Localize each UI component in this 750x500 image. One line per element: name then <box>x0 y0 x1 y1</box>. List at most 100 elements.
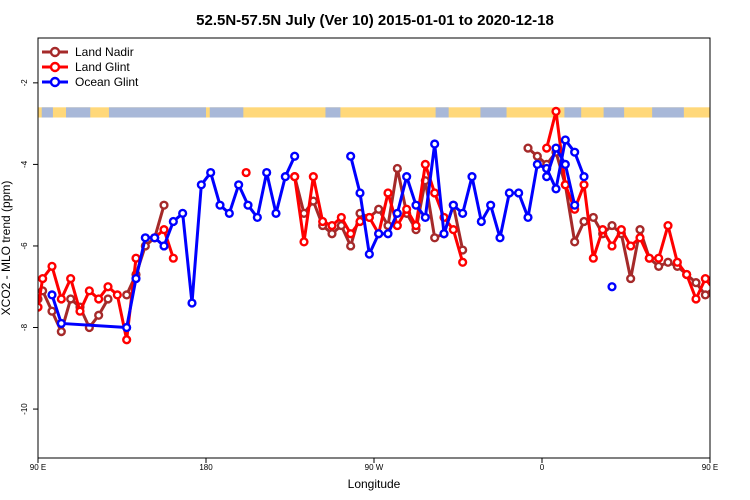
data-point-ocean-glint <box>486 200 496 210</box>
data-point-land-nadir <box>94 310 104 320</box>
data-point-land-glint <box>131 253 141 263</box>
data-point-land-glint <box>663 220 673 231</box>
data-point-ocean-glint <box>196 180 206 190</box>
data-point-land-glint <box>402 204 412 214</box>
data-point-ocean-glint <box>560 135 570 145</box>
y-tick-label: -2 <box>20 79 29 87</box>
ocean-band-segment <box>108 107 206 118</box>
data-point-ocean-glint <box>234 180 244 190</box>
ocean-band-segment <box>325 107 341 118</box>
legend-label: Land Glint <box>75 60 130 74</box>
data-point-land-glint <box>691 294 701 304</box>
legend-label: Ocean Glint <box>75 75 139 89</box>
data-point-ocean-glint <box>364 249 374 259</box>
data-point-ocean-glint <box>243 200 253 210</box>
series-layer <box>38 106 746 345</box>
data-point-ocean-glint <box>514 188 524 198</box>
legend-marker <box>49 46 61 58</box>
series-line-land-glint <box>545 109 710 301</box>
y-axis-label: XCO2 - MLO trend (ppm) <box>0 181 13 316</box>
data-point-land-glint <box>318 216 328 227</box>
data-point-land-glint <box>103 282 113 292</box>
data-point-ocean-glint <box>467 172 477 182</box>
data-point-land-glint <box>383 188 393 198</box>
data-point-land-glint <box>392 220 402 231</box>
data-point-ocean-glint <box>206 167 216 178</box>
data-point-land-glint <box>458 257 468 267</box>
data-point-ocean-glint <box>383 229 393 239</box>
data-point-ocean-glint <box>178 208 188 218</box>
ocean-band-segment <box>603 107 625 118</box>
data-point-land-glint <box>420 159 430 170</box>
data-point-ocean-glint <box>607 282 617 292</box>
data-point-ocean-glint <box>271 208 281 218</box>
data-point-land-nadir <box>66 294 76 304</box>
data-point-land-nadir <box>103 294 113 304</box>
data-point-land-glint <box>364 212 374 223</box>
chart-title: 52.5N-57.5N July (Ver 10) 2015-01-01 to … <box>196 12 554 29</box>
data-point-land-glint <box>739 308 746 315</box>
data-point-ocean-glint <box>420 212 430 223</box>
data-point-land-glint <box>112 290 122 300</box>
data-point-ocean-glint <box>495 233 505 243</box>
land-band <box>38 107 710 118</box>
legend-item-land-nadir: Land Nadir <box>42 45 134 59</box>
data-point-ocean-glint <box>458 208 468 218</box>
data-point-land-glint <box>327 220 337 231</box>
data-point-land-nadir <box>122 290 132 300</box>
legend-item-land-glint: Land Glint <box>42 60 130 74</box>
data-point-land-glint <box>56 294 66 304</box>
data-point-land-nadir <box>346 241 356 251</box>
data-point-ocean-glint <box>430 139 440 149</box>
data-point-land-glint <box>122 335 132 345</box>
data-point-land-glint <box>607 241 617 251</box>
data-point-land-glint <box>94 294 104 304</box>
y-tick-label: -4 <box>20 160 29 168</box>
data-point-ocean-glint <box>411 200 421 210</box>
ocean-band-segment <box>652 107 684 118</box>
data-point-ocean-glint <box>140 233 150 243</box>
data-point-ocean-glint <box>551 143 561 153</box>
data-point-land-glint <box>38 302 43 312</box>
data-point-ocean-glint <box>159 241 169 251</box>
data-point-land-nadir <box>691 278 701 288</box>
data-point-land-glint <box>560 180 570 190</box>
data-point-ocean-glint <box>290 151 300 161</box>
data-point-land-nadir <box>663 257 673 267</box>
data-point-land-nadir <box>430 233 440 243</box>
data-point-land-glint <box>672 257 682 267</box>
data-point-land-glint <box>542 143 552 153</box>
data-point-land-glint <box>75 306 85 316</box>
data-point-ocean-glint <box>542 172 552 182</box>
data-point-land-nadir <box>159 200 169 210</box>
data-point-ocean-glint <box>187 298 197 308</box>
data-point-land-glint <box>299 237 309 247</box>
x-tick-label: 90 E <box>30 463 46 472</box>
data-point-land-glint <box>644 253 654 263</box>
ocean-band-segment <box>66 107 91 118</box>
data-point-ocean-glint <box>215 200 225 210</box>
data-point-land-glint <box>700 273 710 284</box>
data-point-land-glint <box>336 212 346 223</box>
data-point-ocean-glint <box>504 188 514 198</box>
data-point-ocean-glint <box>476 216 486 227</box>
data-point-land-nadir <box>635 225 645 235</box>
data-point-land-nadir <box>47 306 57 316</box>
data-point-land-glint <box>241 167 251 178</box>
data-point-ocean-glint <box>570 200 580 210</box>
data-point-ocean-glint <box>560 159 570 170</box>
data-point-land-glint <box>551 106 561 116</box>
data-point-land-nadir <box>56 326 66 337</box>
data-point-ocean-glint <box>280 172 290 182</box>
data-point-land-nadir <box>588 212 598 223</box>
data-point-land-glint <box>616 225 626 235</box>
data-point-land-nadir <box>607 220 617 231</box>
data-point-land-glint <box>159 225 169 235</box>
data-point-ocean-glint <box>551 184 561 194</box>
ocean-band-segment <box>435 107 449 118</box>
data-point-land-glint <box>579 180 589 190</box>
data-point-land-nadir <box>392 163 402 174</box>
legend-marker <box>49 61 61 73</box>
legend-label: Land Nadir <box>75 45 134 59</box>
